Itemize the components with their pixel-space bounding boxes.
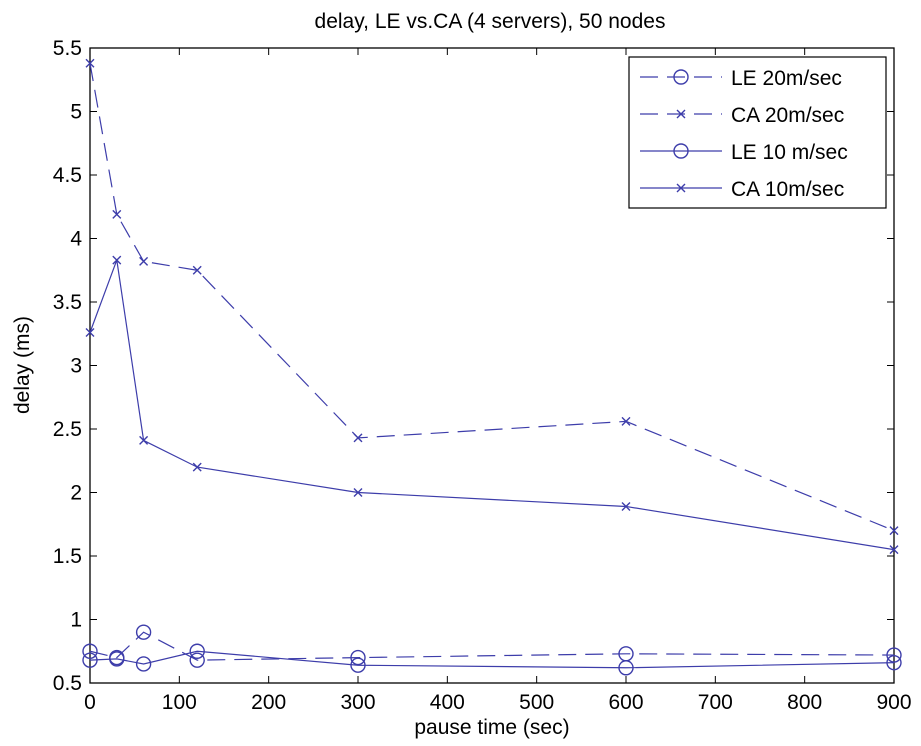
x-tick-label: 700 <box>698 691 733 714</box>
circle-marker <box>673 69 689 85</box>
y-tick-label: 4.5 <box>53 164 82 187</box>
x-marker <box>621 501 631 511</box>
circle-marker <box>350 649 366 666</box>
circle-marker <box>109 651 125 667</box>
series-line <box>89 650 895 669</box>
x-marker <box>85 327 95 337</box>
x-marker <box>112 209 122 219</box>
y-tick-label: 2.5 <box>53 418 82 441</box>
x-marker <box>192 462 202 472</box>
legend-label: LE 20m/sec <box>731 67 842 90</box>
x-tick-label: 200 <box>251 691 286 714</box>
legend: LE 20m/sec CA 20m/sec LE 10 m/sec CA 10m/se… <box>628 56 887 209</box>
circle-marker <box>135 656 152 672</box>
x-marker <box>353 488 363 497</box>
x-tick-label: 800 <box>787 691 822 714</box>
legend-entry: CA 10m/sec <box>640 178 844 201</box>
x-marker <box>139 435 149 445</box>
circle-marker <box>886 654 902 671</box>
y-tick-label: 1 <box>70 609 82 632</box>
circle-marker <box>189 643 205 659</box>
circle-marker <box>82 652 98 668</box>
series-1 <box>85 58 899 536</box>
y-axis-title: delay (ms) <box>11 316 34 414</box>
x-tick-label: 400 <box>430 691 465 714</box>
legend-box <box>628 56 887 209</box>
x-marker <box>85 58 95 68</box>
x-marker <box>621 416 631 426</box>
x-axis-title: pause time (sec) <box>414 716 569 739</box>
y-tick-label: 4 <box>70 228 82 251</box>
circle-marker <box>886 647 902 663</box>
legend-label: CA 10m/sec <box>731 178 844 201</box>
x-marker <box>889 526 899 536</box>
y-tick-label: 5 <box>70 101 82 124</box>
x-marker <box>353 433 363 443</box>
x-tick-label: 900 <box>876 691 911 714</box>
legend-label: CA 20m/sec <box>731 104 844 127</box>
y-tick-label: 2 <box>70 482 82 505</box>
series-3 <box>85 255 899 555</box>
x-marker <box>112 255 122 265</box>
x-marker <box>676 183 686 193</box>
legend-entry: CA 20m/sec <box>640 104 844 127</box>
series-layer <box>82 58 902 676</box>
circle-marker <box>82 643 98 659</box>
axis-ticks: 0 100 200 300 400 500 600 700 800 900 0.5 1 1.5 2 2.5 3… <box>53 37 912 714</box>
chart-title: delay, LE vs.CA (4 servers), 50 nodes <box>315 10 666 33</box>
legend-entry: LE 10 m/sec <box>640 141 848 164</box>
circle-marker <box>618 660 634 676</box>
circle-marker <box>189 652 205 668</box>
x-tick-label: 300 <box>340 691 375 714</box>
circle-marker <box>350 657 366 673</box>
circle-marker <box>673 143 689 159</box>
x-tick-label: 500 <box>519 691 554 714</box>
x-tick-label: 100 <box>162 691 197 714</box>
y-tick-label: 0.5 <box>53 672 82 695</box>
x-marker <box>139 256 149 266</box>
circle-marker <box>135 624 152 640</box>
x-marker <box>192 265 202 275</box>
y-tick-label: 5.5 <box>53 37 82 60</box>
x-tick-label: 0 <box>84 691 96 714</box>
x-tick-label: 600 <box>608 691 643 714</box>
legend-label: LE 10 m/sec <box>731 141 848 164</box>
y-tick-label: 3 <box>70 355 82 378</box>
series-line <box>89 631 895 661</box>
y-tick-label: 3.5 <box>53 291 82 314</box>
series-2 <box>82 643 902 676</box>
legend-entry: LE 20m/sec <box>640 67 842 90</box>
y-tick-label: 1.5 <box>53 545 82 568</box>
x-marker <box>889 545 899 555</box>
x-marker <box>676 109 686 119</box>
